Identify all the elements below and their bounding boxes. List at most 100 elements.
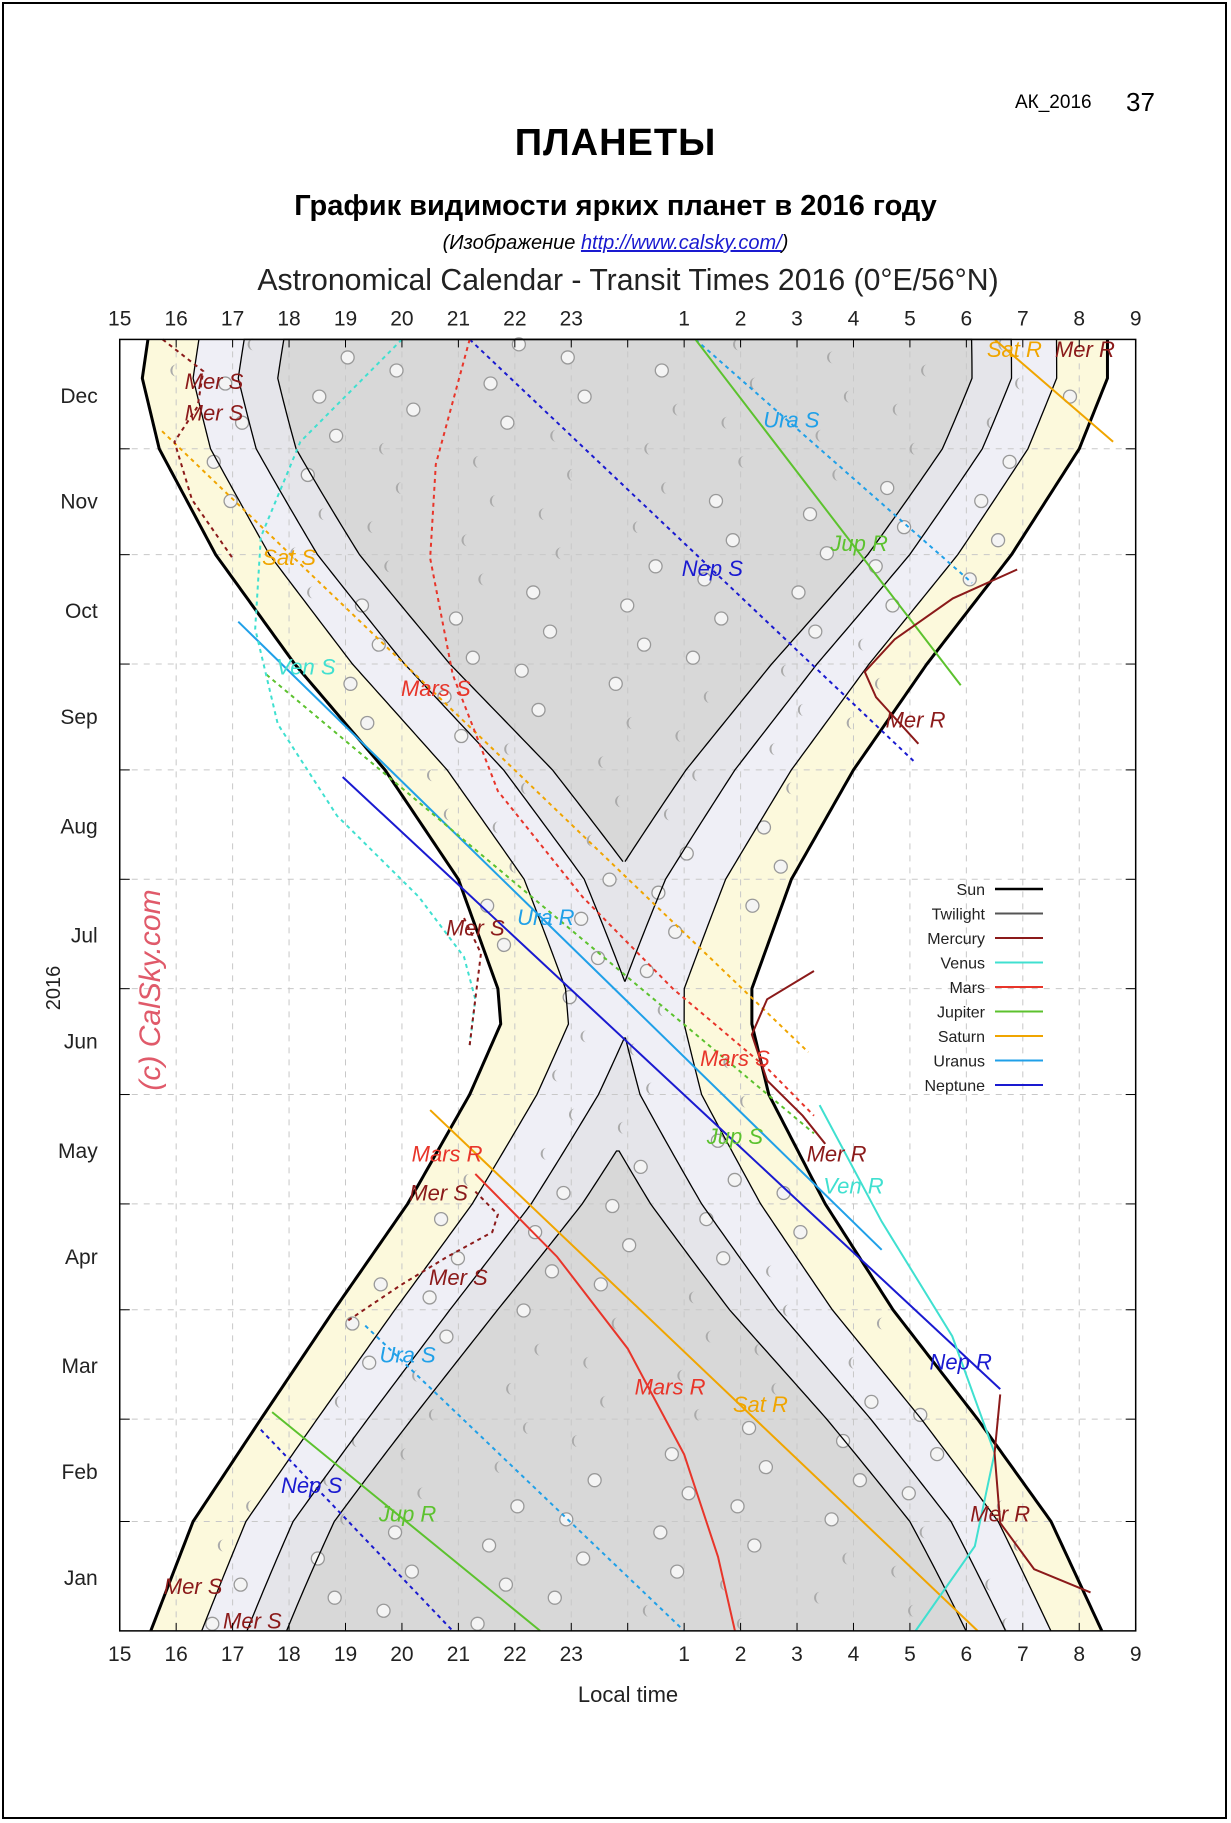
moon-crescent-icon (626, 716, 633, 729)
moon-crescent-icon (736, 1617, 743, 1630)
x-tick-label-top: 5 (904, 307, 916, 330)
moon-crescent-shape (720, 1578, 727, 1591)
moon-crescent-icon (694, 1408, 701, 1421)
x-axis-label: Local time (578, 1682, 678, 1707)
month-label: Sep (60, 706, 97, 729)
moon-full-icon (511, 337, 527, 352)
series-annotation: Mer R (807, 1142, 867, 1167)
moon-full-icon (454, 728, 469, 744)
header-code: АК_2016 (1015, 92, 1092, 113)
moon-crescent-icon (672, 403, 679, 416)
moon-full-icon (727, 1172, 742, 1188)
series-neptune-set-early (260, 1429, 454, 1632)
moon-full-icon (664, 1446, 679, 1462)
moon-full-icon (669, 1564, 685, 1579)
moon-crescent-shape (334, 1395, 341, 1408)
moon-crescent-shape (642, 1604, 649, 1617)
moon-crescent-icon (611, 1317, 618, 1330)
x-tick-label-top: 17 (221, 307, 244, 330)
moon-full-icon (633, 1159, 648, 1175)
moon-full-icon (685, 650, 701, 665)
moon-crescent-icon (538, 508, 545, 521)
moon-full-icon (343, 676, 358, 691)
series-annotation: Mer S (446, 916, 505, 941)
x-tick-label-top: 18 (277, 307, 300, 330)
x-tick-label-bottom: 4 (848, 1643, 860, 1666)
moon-full-icon (373, 1277, 388, 1292)
moon-crescent-icon (675, 730, 682, 743)
moon-crescent-icon (661, 481, 668, 494)
moon-crescent-shape (571, 1435, 578, 1448)
moon-crescent-icon (721, 416, 728, 429)
moon-full-icon (526, 585, 541, 600)
month-label: Jan (64, 1567, 98, 1590)
moon-crescent-icon (617, 1121, 624, 1134)
series-annotation: Ura S (763, 408, 820, 433)
moon-full-icon (835, 1433, 851, 1449)
moon-crescent-icon (478, 573, 485, 586)
credit-suffix: ) (781, 232, 789, 254)
moon-crescent-shape (661, 481, 668, 494)
moon-crescent-icon (521, 782, 528, 795)
moon-crescent-shape (583, 1356, 590, 1369)
moon-crescent-icon (688, 1291, 695, 1304)
moon-crescent-shape (617, 1121, 624, 1134)
moon-crescent-icon (771, 1382, 778, 1395)
x-tick-label-bottom: 16 (164, 1643, 187, 1666)
moon-crescent-shape (632, 521, 639, 534)
moon-crescent-icon (400, 1448, 407, 1461)
moon-full-icon (205, 1616, 220, 1631)
moon-full-icon (852, 1473, 868, 1488)
moon-crescent-shape (307, 586, 314, 599)
moon-full-icon (714, 611, 729, 626)
moon-crescent-icon (875, 677, 882, 690)
moon-crescent-shape (694, 1408, 701, 1421)
moon-crescent-icon (891, 1565, 898, 1578)
x-tick-label-bottom: 23 (560, 1643, 583, 1666)
moon-crescent-icon (384, 560, 391, 573)
series-annotation: Mars S (700, 1046, 770, 1071)
moon-crescent-icon (340, 1513, 347, 1526)
x-tick-label-top: 20 (390, 307, 413, 330)
moon-full-icon (648, 559, 663, 574)
month-label: Feb (62, 1461, 98, 1484)
series-mercury-rise-autumn (863, 568, 1018, 745)
moon-crescent-shape (985, 1578, 992, 1591)
moon-crescent-icon (463, 1173, 470, 1186)
moon-crescent-shape (492, 821, 499, 834)
twilight-line (192, 339, 570, 1632)
moon-crescent-icon (567, 468, 574, 481)
moon-full-icon (498, 1577, 514, 1592)
moon-crescent-shape (657, 1004, 664, 1017)
moon-full-icon (312, 389, 327, 404)
series-neptune-set (468, 338, 917, 764)
moon-crescent-shape (921, 364, 928, 377)
twilight-line (683, 339, 1058, 1632)
x-tick-label-bottom: 19 (334, 1643, 357, 1666)
credit-prefix: (Изображение (442, 232, 581, 254)
series-jupiter-rise (694, 338, 962, 686)
moon-crescent-shape (692, 769, 699, 782)
legend-label: Twilight (932, 907, 986, 924)
x-tick-label-bottom: 5 (904, 1643, 916, 1666)
x-tick-label-bottom: 3 (791, 1643, 803, 1666)
moon-crescent-icon (492, 821, 499, 834)
x-tick-label-bottom: 17 (221, 1643, 244, 1666)
moon-crescent-icon (583, 1356, 590, 1369)
month-label: Dec (60, 385, 97, 408)
moon-crescent-icon (379, 442, 386, 455)
moon-full-icon (433, 1211, 449, 1227)
twilight-line (285, 1150, 967, 1632)
moon-full-icon (901, 1486, 916, 1501)
moon-full-icon (516, 1303, 531, 1318)
x-tick-label-bottom: 7 (1017, 1643, 1029, 1666)
moon-crescent-shape (986, 416, 993, 429)
moon-crescent-icon (998, 338, 1005, 351)
moon-full-icon (327, 1590, 342, 1605)
calsky-link[interactable]: http://www.calsky.com/ (580, 232, 782, 254)
moon-crescent-shape (611, 1317, 618, 1330)
moon-full-icon (510, 1499, 525, 1514)
moon-full-icon (223, 493, 238, 509)
moon-crescent-shape (736, 1617, 743, 1630)
